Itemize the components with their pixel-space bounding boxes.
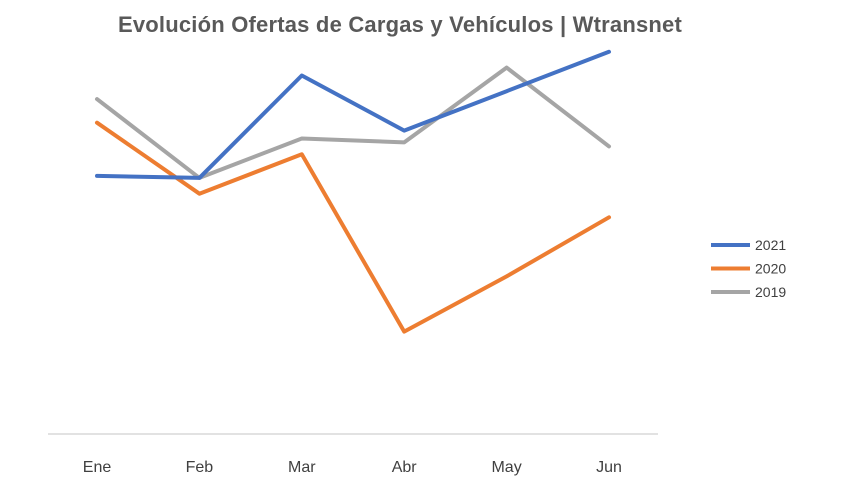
x-tick-labels: Ene Feb Mar Abr May Jun [83, 459, 622, 476]
legend-label-2019: 2019 [755, 284, 786, 300]
x-tick-label-abr: Abr [392, 459, 418, 476]
series-line-2021 [95, 49, 611, 180]
series-layer [95, 49, 611, 334]
series-line-2020 [95, 120, 611, 334]
x-tick-label-mar: Mar [288, 459, 316, 476]
legend: 2021 2020 2019 [711, 237, 786, 300]
legend-label-2020: 2020 [755, 261, 786, 277]
x-tick-label-feb: Feb [186, 459, 214, 476]
x-tick-label-ene: Ene [83, 459, 112, 476]
legend-label-2021: 2021 [755, 237, 786, 253]
x-tick-label-jun: Jun [596, 459, 622, 476]
chart-title: Evolución Ofertas de Cargas y Vehículos … [117, 12, 683, 37]
x-tick-label-may: May [491, 459, 521, 476]
series-line-2019 [95, 65, 611, 180]
